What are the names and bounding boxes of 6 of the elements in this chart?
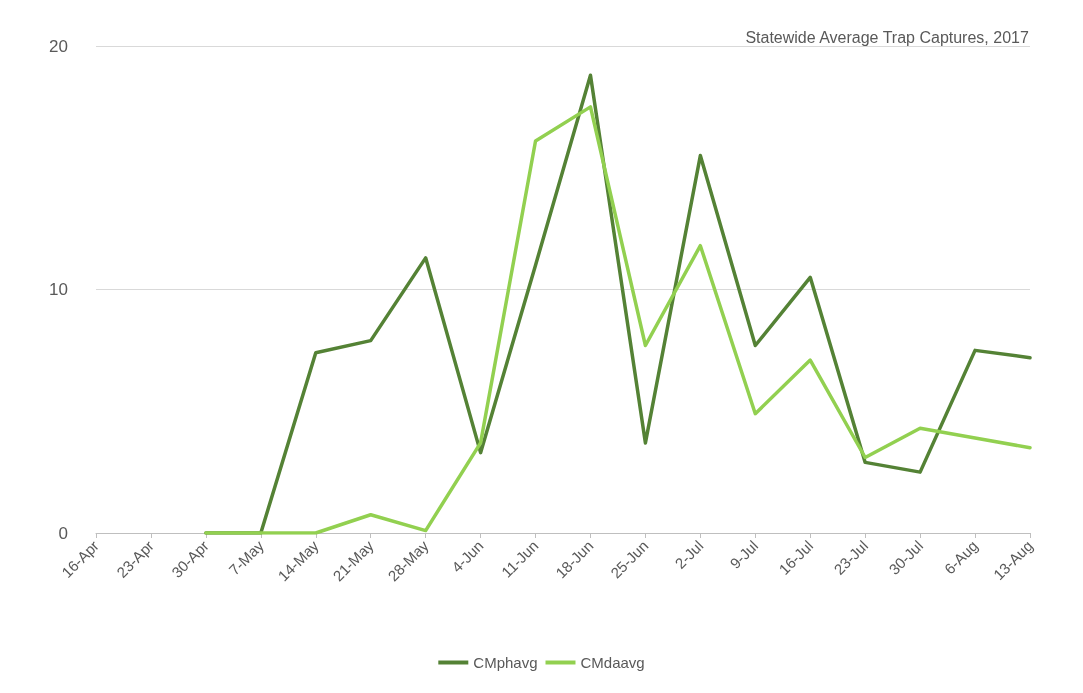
y-tick-label: 0	[58, 523, 68, 543]
chart-title: Statewide Average Trap Captures, 2017	[745, 28, 1029, 46]
legend-label: CMphavg	[473, 654, 538, 671]
legend-label: CMdaavg	[580, 654, 645, 671]
y-tick-label: 10	[49, 280, 68, 299]
y-tick-label: 20	[49, 36, 68, 56]
